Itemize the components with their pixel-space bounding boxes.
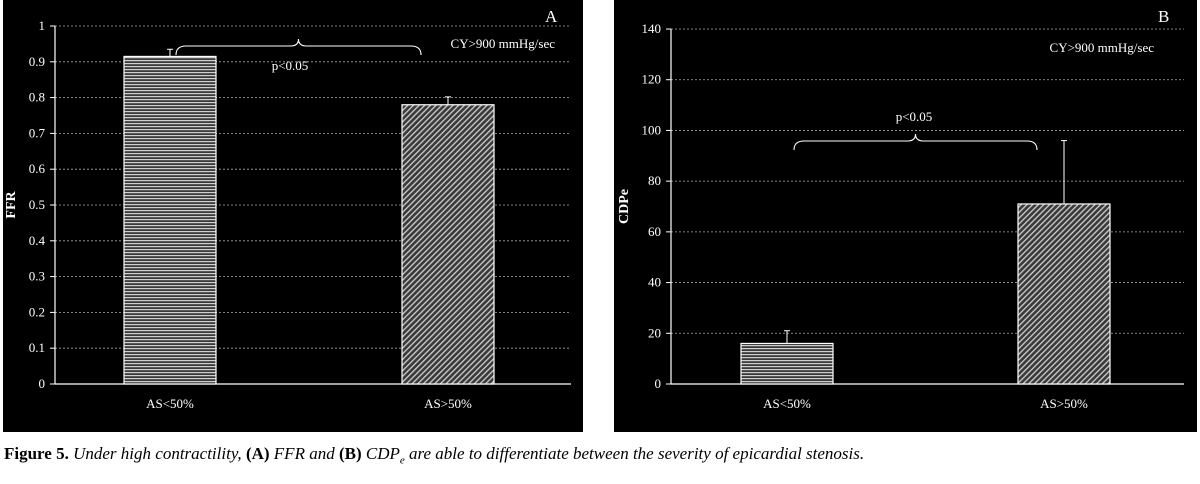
chart-a-bar	[123, 55, 217, 385]
chart-panel-b: 0 20 40 60 80 100 120 140 CDPe AS<50% AS>50% B CY>90…	[614, 0, 1197, 432]
chart-a-bar	[401, 104, 495, 385]
chart-a-y-tick-label: 0.6	[29, 161, 46, 176]
chart-b-category-label: AS<50%	[763, 396, 811, 411]
caption-a-tag: (A)	[245, 444, 270, 463]
caption-b-tag: (B)	[338, 444, 362, 463]
chart-a-significance-brace	[175, 38, 422, 56]
caption-subscript: e	[399, 454, 405, 467]
chart-a-y-axis-label: FFR	[4, 191, 19, 219]
chart-a-y-tick-label: 0.8	[29, 90, 45, 105]
chart-panel-a: 0 0.1 0.2 0.3 0.4 0.5 0.6 0.7 0.8 0.9 1 FFR AS<50% AS…	[3, 0, 583, 432]
chart-b-condition-label: CY>900 mmHg/sec	[1050, 40, 1155, 55]
chart-a-y-tick-label: 0.2	[29, 304, 45, 319]
chart-a-y-tick-label: 1	[39, 18, 46, 33]
chart-b-bar	[1017, 203, 1111, 385]
chart-b-y-tick-label: 120	[642, 72, 662, 87]
chart-a-category-label: AS>50%	[424, 396, 472, 411]
chart-b-y-tick-label: 100	[642, 122, 662, 137]
chart-a-y-tick-label: 0	[39, 376, 46, 391]
figure-caption: Figure 5. Under high contractility, (A) …	[4, 444, 1194, 466]
chart-b-y-tick-label: 40	[648, 275, 661, 290]
chart-b-significance-brace	[793, 133, 1038, 151]
chart-b-y-axis-label: CDPe	[617, 189, 632, 224]
chart-a-y-tick-label: 0.9	[29, 54, 45, 69]
chart-b-bar	[740, 342, 834, 385]
chart-a-y-tick-label: 0.5	[29, 197, 45, 212]
chart-b-category-label: AS>50%	[1040, 396, 1088, 411]
chart-b-significance-label: p<0.05	[896, 109, 933, 124]
caption-text-1: Under high contractility,	[73, 444, 242, 463]
chart-b-panel-letter: B	[1158, 7, 1169, 26]
chart-b-y-tick-label: 0	[655, 376, 662, 391]
chart-b-y-tick-label: 60	[648, 224, 661, 239]
chart-a-significance-label: p<0.05	[272, 58, 309, 73]
caption-cdp: CDP	[365, 444, 400, 463]
caption-text-2: FFR and	[273, 444, 335, 463]
chart-b-y-tick-label: 140	[642, 21, 662, 36]
caption-text-3: CDPe	[365, 444, 405, 467]
chart-a-y-tick-label: 0.1	[29, 340, 45, 355]
caption-label: Figure 5.	[4, 444, 69, 463]
caption-text-4: are able to differentiate between the se…	[409, 444, 865, 463]
chart-b-y-tick-label: 80	[648, 173, 661, 188]
chart-a-svg: 0 0.1 0.2 0.3 0.4 0.5 0.6 0.7 0.8 0.9 1 FFR AS<50% AS…	[4, 7, 571, 411]
chart-a-condition-label: CY>900 mmHg/sec	[451, 36, 556, 51]
chart-a-panel-letter: A	[545, 7, 558, 26]
chart-a-y-tick-label: 0.4	[29, 233, 46, 248]
chart-a-y-tick-label: 0.3	[29, 269, 45, 284]
chart-a-category-label: AS<50%	[146, 396, 194, 411]
chart-b-y-tick-label: 20	[648, 325, 661, 340]
chart-a-y-tick-label: 0.7	[29, 125, 46, 140]
chart-b-svg: 0 20 40 60 80 100 120 140 CDPe AS<50% AS>50% BCY>90…	[617, 7, 1184, 411]
